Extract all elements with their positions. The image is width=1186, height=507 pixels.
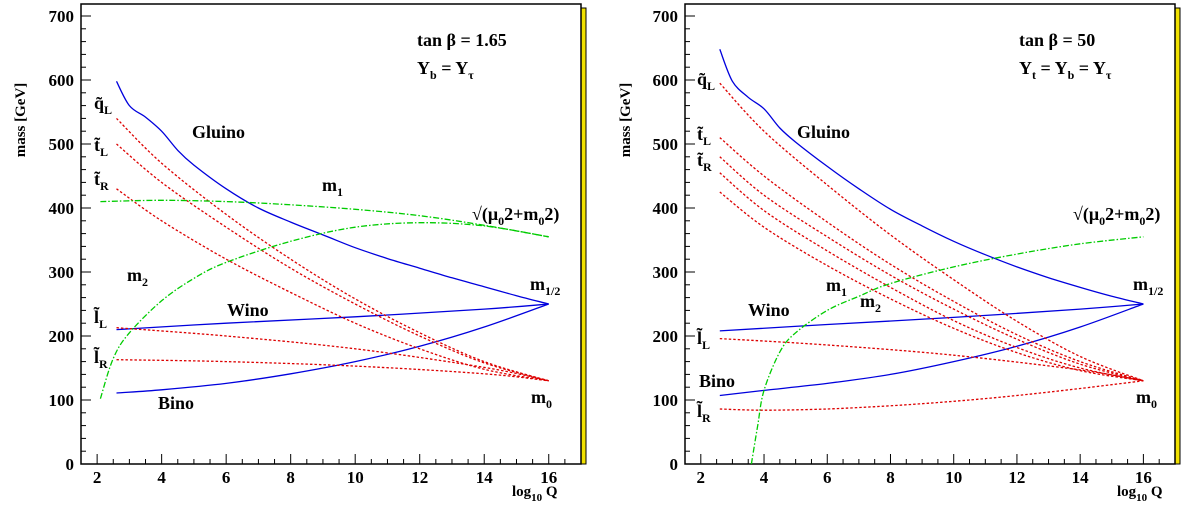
chart-left: 2 4 6 8 10 12 14 16 0 100 200 300 400 500 600 700 mass … [13,3,587,504]
y-tick-label: 100 [49,391,75,410]
y-tick-label: 600 [49,71,75,90]
series-line [115,80,549,305]
label-gluino: Gluino [797,122,850,142]
axes: 2 4 6 8 10 12 14 16 0 100 200 300 400 500 600 700 [653,7,1176,487]
series-line [719,337,1144,382]
tan-beta-annotation: tan β = 1.65 [417,30,507,50]
series-line [116,303,549,394]
x-axis-label: log10 Q [512,484,558,504]
chart-right: 2 4 6 8 10 12 14 16 0 100 200 300 400 500 600 700 mass … [618,3,1181,504]
x-tick-label: 4 [760,468,769,487]
x-tick-label: 16 [1135,468,1152,487]
x-tick-label: 6 [823,468,832,487]
series-line [116,327,549,382]
axes: 2 4 6 8 10 12 14 16 0 100 200 300 400 500 600 700 [49,7,582,487]
y-axis-label: mass [GeV] [618,83,634,158]
tan-beta-annotation: tan β = 50 [1019,30,1095,50]
x-tick-label: 6 [222,468,231,487]
y-tick-label: 700 [653,7,679,26]
y-tick-label: 200 [49,327,75,346]
series-line [719,137,1144,382]
series-line [719,303,1144,397]
series-line [719,82,1144,382]
x-tick-label: 12 [1008,468,1025,487]
x-tick-label: 10 [945,468,962,487]
series-line [719,156,1144,382]
series-line [100,199,549,238]
label-wino: Wino [227,300,269,320]
y-tick-label: 500 [49,135,75,154]
y-tick-label: 300 [49,263,75,282]
y-tick-label: 600 [653,71,679,90]
series-line [99,222,549,399]
series-line [116,303,549,331]
series-line [750,236,1144,465]
series-line [116,359,549,382]
y-tick-label: 500 [653,135,679,154]
series-line [116,188,549,382]
y-tick-label: 200 [653,327,679,346]
x-tick-label: 16 [540,468,557,487]
x-tick-label: 2 [697,468,706,487]
label-wino: Wino [748,300,790,320]
x-tick-label: 14 [1072,468,1090,487]
curves [719,49,1144,465]
series-line [116,117,549,382]
x-axis-label: log10 Q [1117,484,1163,504]
label-bino: Bino [158,393,194,413]
x-tick-label: 2 [93,468,102,487]
curves [99,80,549,399]
series-line [116,143,549,382]
x-tick-label: 8 [286,468,295,487]
label-bino: Bino [699,371,735,391]
plot-frame [80,3,582,465]
label-gluino: Gluino [192,122,245,142]
y-tick-label: 300 [653,263,679,282]
y-tick-label: 400 [49,199,75,218]
y-tick-label: 700 [49,7,75,26]
y-tick-label: 0 [670,455,679,474]
y-tick-label: 400 [653,199,679,218]
series-line [719,191,1144,382]
x-tick-label: 8 [886,468,895,487]
x-tick-label: 14 [476,468,494,487]
x-tick-label: 10 [347,468,364,487]
series-line [719,380,1144,411]
y-tick-label: 100 [653,391,679,410]
y-axis-label: mass [GeV] [13,83,29,158]
series-line [719,49,1144,305]
x-tick-label: 12 [411,468,428,487]
yukawa-annotation: Yt = Yb = Yτ [1019,58,1112,82]
x-tick-label: 4 [157,468,166,487]
y-tick-label: 0 [66,455,75,474]
